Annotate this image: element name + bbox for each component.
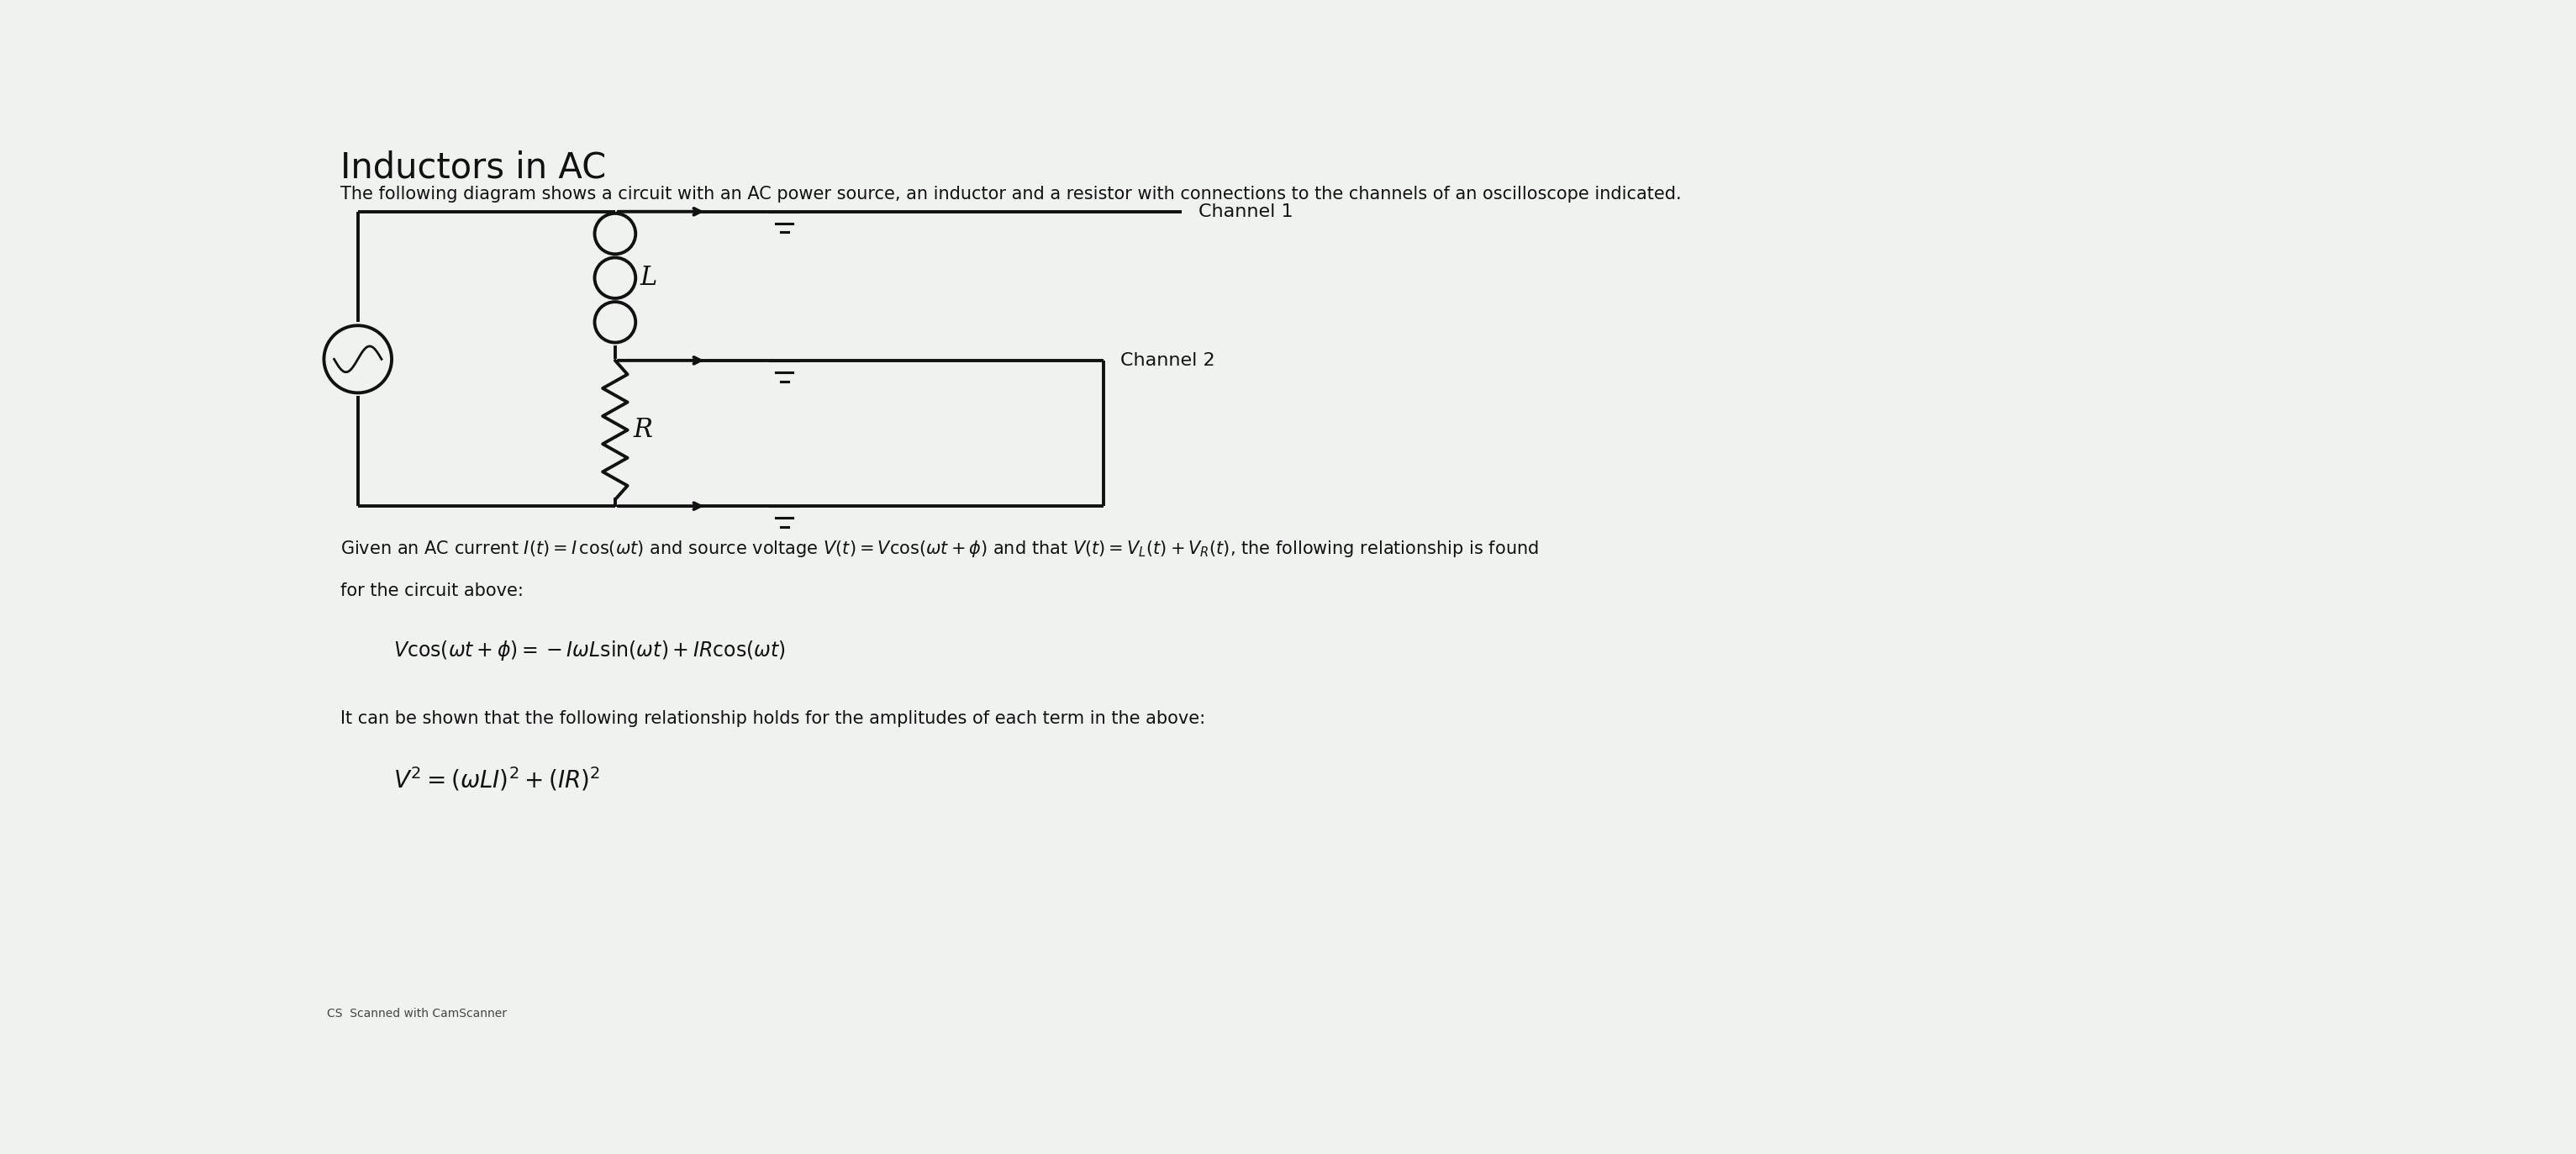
Text: for the circuit above:: for the circuit above: [340, 583, 523, 599]
Text: $V^2 = (\omega LI)^2 + (IR)^2$: $V^2 = (\omega LI)^2 + (IR)^2$ [394, 765, 600, 793]
Text: Given an AC current $I(t) = I\,\cos(\omega t)$ and source voltage $V(t) = V\cos(: Given an AC current $I(t) = I\,\cos(\ome… [340, 539, 1538, 559]
Text: L: L [639, 265, 657, 291]
Circle shape [595, 302, 636, 343]
Text: $V\cos(\omega t + \phi) = -I\omega L\sin(\omega t) + IR\cos(\omega t)$: $V\cos(\omega t + \phi) = -I\omega L\sin… [394, 639, 786, 662]
Text: Inductors in AC: Inductors in AC [340, 150, 605, 186]
Text: Channel 1: Channel 1 [1198, 203, 1293, 220]
Text: It can be shown that the following relationship holds for the amplitudes of each: It can be shown that the following relat… [340, 710, 1206, 727]
Text: R: R [634, 417, 652, 443]
Circle shape [325, 325, 392, 392]
Circle shape [595, 213, 636, 254]
Text: The following diagram shows a circuit with an AC power source, an inductor and a: The following diagram shows a circuit wi… [340, 186, 1682, 203]
Circle shape [595, 257, 636, 298]
Text: Channel 2: Channel 2 [1121, 352, 1213, 369]
Text: CS  Scanned with CamScanner: CS Scanned with CamScanner [327, 1007, 507, 1019]
